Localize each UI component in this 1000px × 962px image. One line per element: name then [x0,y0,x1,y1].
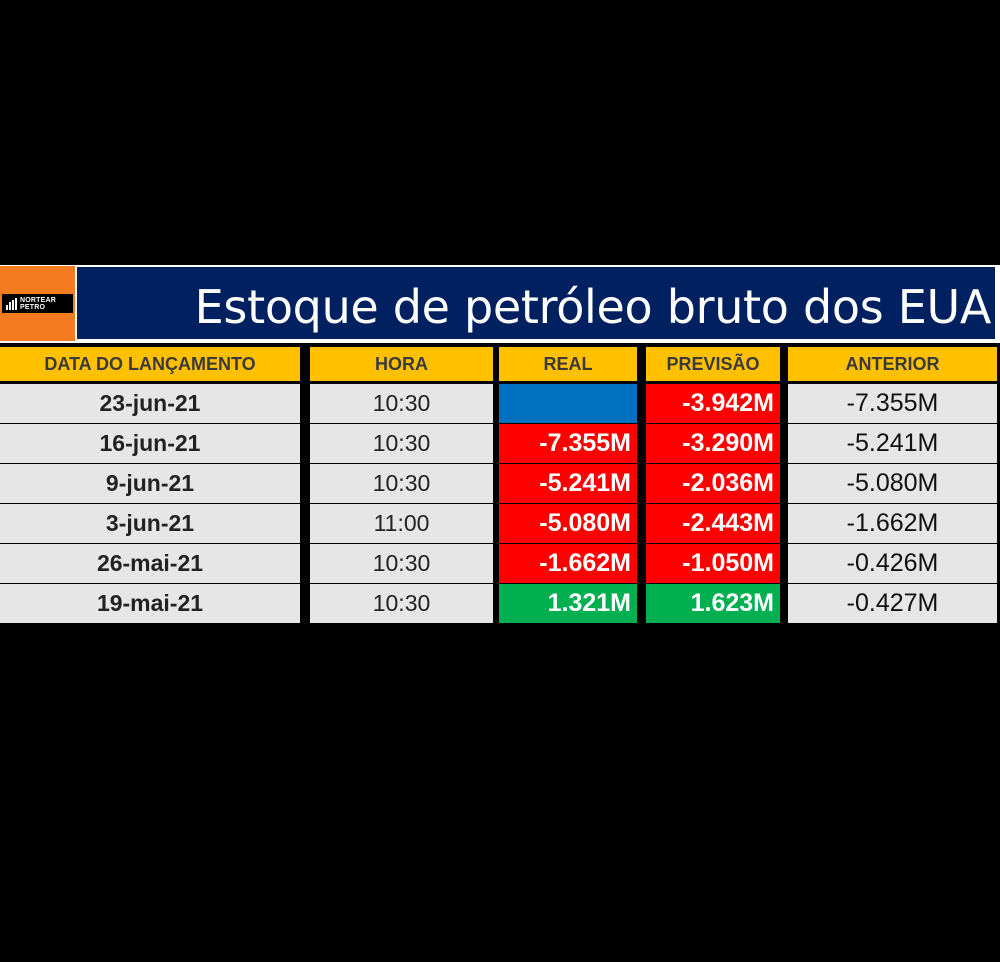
logo-text: NORTEAR PETRO [20,296,57,311]
date-cell: 3-jun-21 [0,504,300,543]
hora-cell: 11:00 [310,504,493,543]
col-previsao-header: PREVISÃO [646,347,780,381]
previsao-value-cell: -3.290M [646,424,780,463]
anterior-value-cell: -7.355M [788,384,997,423]
hora-cell: 10:30 [310,544,493,583]
date-cell: 16-jun-21 [0,424,300,463]
nortear-petro-logo: NORTEAR PETRO [0,266,75,341]
previsao-value-cell: -2.443M [646,504,780,543]
previsao-value-cell: -2.036M [646,464,780,503]
date-cell: 23-jun-21 [0,384,300,423]
anterior-value-cell: -1.662M [788,504,997,543]
anterior-value-cell: -0.427M [788,584,997,623]
anterior-value-cell: -5.241M [788,424,997,463]
date-cell: 26-mai-21 [0,544,300,583]
real-value-cell: 1.321M [499,584,637,623]
hora-cell: 10:30 [310,584,493,623]
real-value-cell: -5.080M [499,504,637,543]
previsao-value-cell: -1.050M [646,544,780,583]
title-banner: Estoque de petróleo bruto dos EUA [77,267,995,339]
table-title: Estoque de petróleo bruto dos EUA [194,280,992,334]
col-data-lancamento-header: DATA DO LANÇAMENTO [0,347,300,381]
real-value-cell: -5.241M [499,464,637,503]
table-header-banner: NORTEAR PETRO Estoque de petróleo bruto … [0,265,1000,343]
previsao-value-cell: -3.942M [646,384,780,423]
anterior-value-cell: -5.080M [788,464,997,503]
real-value-cell [499,384,637,423]
bar-chart-icon [6,297,17,310]
date-cell: 19-mai-21 [0,584,300,623]
col-hora-header: HORA [310,347,493,381]
real-value-cell: -1.662M [499,544,637,583]
date-cell: 9-jun-21 [0,464,300,503]
logo-badge: NORTEAR PETRO [2,294,73,313]
previsao-value-cell: 1.623M [646,584,780,623]
hora-cell: 10:30 [310,424,493,463]
hora-cell: 10:30 [310,464,493,503]
col-real-header: REAL [499,347,637,381]
hora-cell: 10:30 [310,384,493,423]
anterior-value-cell: -0.426M [788,544,997,583]
real-value-cell: -7.355M [499,424,637,463]
col-anterior-header: ANTERIOR [788,347,997,381]
